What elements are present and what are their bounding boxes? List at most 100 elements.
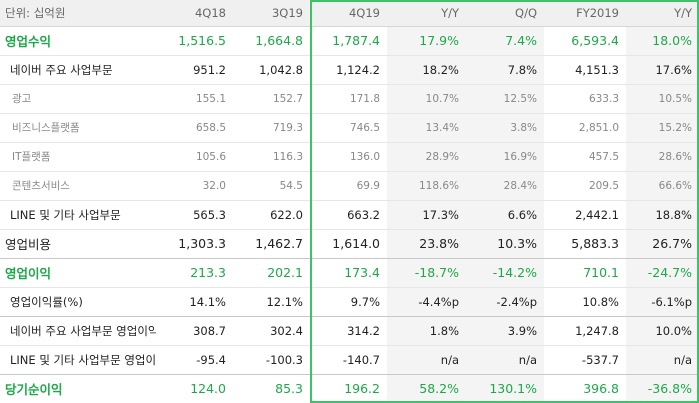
row-label: LINE 및 기타 사업부문 영업이익: [0, 345, 156, 375]
row-label: 영업이익률(%): [0, 287, 156, 317]
cell-4q19: 136.0: [310, 142, 387, 172]
cell-4q18: 155.1: [156, 84, 233, 114]
row-label: 광고: [0, 84, 156, 114]
cell-3q19: 12.1%: [233, 287, 310, 317]
cell-fy2019: 1,247.8: [544, 316, 626, 346]
row-operating-revenue: 영업수익 1,516.5 1,664.8 1,787.4 17.9% 7.4% …: [0, 26, 699, 56]
cell-4q19: 1,787.4: [310, 26, 387, 56]
cell-4q19: 171.8: [310, 84, 387, 114]
cell-yoy: 13.4%: [387, 113, 466, 143]
row-label: 당기순이익: [0, 374, 156, 403]
cell-4q18: -95.4: [156, 345, 233, 375]
cell-4q18: 213.3: [156, 258, 233, 288]
cell-qoq: -14.2%: [466, 258, 544, 288]
cell-3q19: 152.7: [233, 84, 310, 114]
cell-fy2019: 457.5: [544, 142, 626, 172]
cell-qoq: 10.3%: [466, 229, 544, 259]
row-operating-profit: 영업이익 213.3 202.1 173.4 -18.7% -14.2% 710…: [0, 258, 699, 288]
table-header-row: 단위: 십억원 4Q18 3Q19 4Q19 Y/Y Q/Q FY2019 Y/…: [0, 0, 699, 27]
cell-fy2019: 2,851.0: [544, 113, 626, 143]
cell-yoy: 10.7%: [387, 84, 466, 114]
cell-yoy: -4.4%p: [387, 287, 466, 317]
cell-3q19: 1,042.8: [233, 55, 310, 85]
cell-4q18: 1,516.5: [156, 26, 233, 56]
col-header-4q19: 4Q19: [310, 0, 387, 27]
cell-4q19: 196.2: [310, 374, 387, 403]
cell-fy-yoy: 17.6%: [626, 55, 699, 85]
cell-fy-yoy: 18.8%: [626, 200, 699, 230]
cell-3q19: -100.3: [233, 345, 310, 375]
cell-qoq: 3.8%: [466, 113, 544, 143]
col-header-yoy: Y/Y: [387, 0, 466, 27]
cell-4q18: 951.2: [156, 55, 233, 85]
row-net-income: 당기순이익 124.0 85.3 196.2 58.2% 130.1% 396.…: [0, 374, 699, 403]
cell-qoq: 6.6%: [466, 200, 544, 230]
cell-qoq: 12.5%: [466, 84, 544, 114]
row-advertising: 광고 155.1 152.7 171.8 10.7% 12.5% 633.3 1…: [0, 84, 699, 114]
cell-yoy: 1.8%: [387, 316, 466, 346]
col-header-4q18: 4Q18: [156, 0, 233, 27]
cell-3q19: 202.1: [233, 258, 310, 288]
cell-4q19: 9.7%: [310, 287, 387, 317]
cell-3q19: 1,462.7: [233, 229, 310, 259]
cell-yoy: 118.6%: [387, 171, 466, 201]
cell-4q18: 658.5: [156, 113, 233, 143]
cell-4q19: 1,124.2: [310, 55, 387, 85]
row-business-platform: 비즈니스플랫폼 658.5 719.3 746.5 13.4% 3.8% 2,8…: [0, 113, 699, 143]
row-label: LINE 및 기타 사업부문: [0, 200, 156, 230]
cell-4q18: 14.1%: [156, 287, 233, 317]
row-line-and-others: LINE 및 기타 사업부문 565.3 622.0 663.2 17.3% 6…: [0, 200, 699, 230]
row-label: 영업비용: [0, 229, 156, 259]
cell-4q19: 663.2: [310, 200, 387, 230]
cell-4q18: 1,303.3: [156, 229, 233, 259]
row-naver-core: 네이버 주요 사업부문 951.2 1,042.8 1,124.2 18.2% …: [0, 55, 699, 85]
cell-yoy: 58.2%: [387, 374, 466, 403]
cell-fy2019: 209.5: [544, 171, 626, 201]
col-header-fy-yoy: Y/Y: [626, 0, 699, 27]
cell-fy-yoy: 66.6%: [626, 171, 699, 201]
cell-fy-yoy: -36.8%: [626, 374, 699, 403]
cell-qoq: 28.4%: [466, 171, 544, 201]
col-header-3q19: 3Q19: [233, 0, 310, 27]
cell-fy-yoy: -6.1%p: [626, 287, 699, 317]
row-operating-expenses: 영업비용 1,303.3 1,462.7 1,614.0 23.8% 10.3%…: [0, 229, 699, 259]
cell-4q19: 1,614.0: [310, 229, 387, 259]
cell-fy-yoy: n/a: [626, 345, 699, 375]
cell-4q18: 124.0: [156, 374, 233, 403]
cell-qoq: 16.9%: [466, 142, 544, 172]
cell-fy2019: 710.1: [544, 258, 626, 288]
cell-fy-yoy: 15.2%: [626, 113, 699, 143]
cell-fy2019: 396.8: [544, 374, 626, 403]
cell-fy-yoy: -24.7%: [626, 258, 699, 288]
cell-qoq: 7.4%: [466, 26, 544, 56]
cell-yoy: -18.7%: [387, 258, 466, 288]
cell-4q18: 308.7: [156, 316, 233, 346]
cell-fy-yoy: 10.5%: [626, 84, 699, 114]
cell-fy2019: 10.8%: [544, 287, 626, 317]
row-label: 네이버 주요 사업부문 영업이익: [0, 316, 156, 346]
cell-yoy: 18.2%: [387, 55, 466, 85]
cell-fy2019: 633.3: [544, 84, 626, 114]
row-operating-margin: 영업이익률(%) 14.1% 12.1% 9.7% -4.4%p -2.4%p …: [0, 287, 699, 317]
cell-3q19: 85.3: [233, 374, 310, 403]
cell-qoq: -2.4%p: [466, 287, 544, 317]
row-naver-core-profit: 네이버 주요 사업부문 영업이익 308.7 302.4 314.2 1.8% …: [0, 316, 699, 346]
cell-qoq: 7.8%: [466, 55, 544, 85]
cell-4q19: -140.7: [310, 345, 387, 375]
row-label: IT플랫폼: [0, 142, 156, 172]
row-label: 영업수익: [0, 26, 156, 56]
cell-fy2019: -537.7: [544, 345, 626, 375]
cell-yoy: 28.9%: [387, 142, 466, 172]
cell-yoy: 17.3%: [387, 200, 466, 230]
cell-4q19: 314.2: [310, 316, 387, 346]
cell-fy2019: 4,151.3: [544, 55, 626, 85]
cell-3q19: 54.5: [233, 171, 310, 201]
col-header-fy2019: FY2019: [544, 0, 626, 27]
cell-3q19: 719.3: [233, 113, 310, 143]
cell-3q19: 302.4: [233, 316, 310, 346]
cell-qoq: 3.9%: [466, 316, 544, 346]
cell-fy-yoy: 10.0%: [626, 316, 699, 346]
cell-fy-yoy: 26.7%: [626, 229, 699, 259]
cell-yoy: n/a: [387, 345, 466, 375]
